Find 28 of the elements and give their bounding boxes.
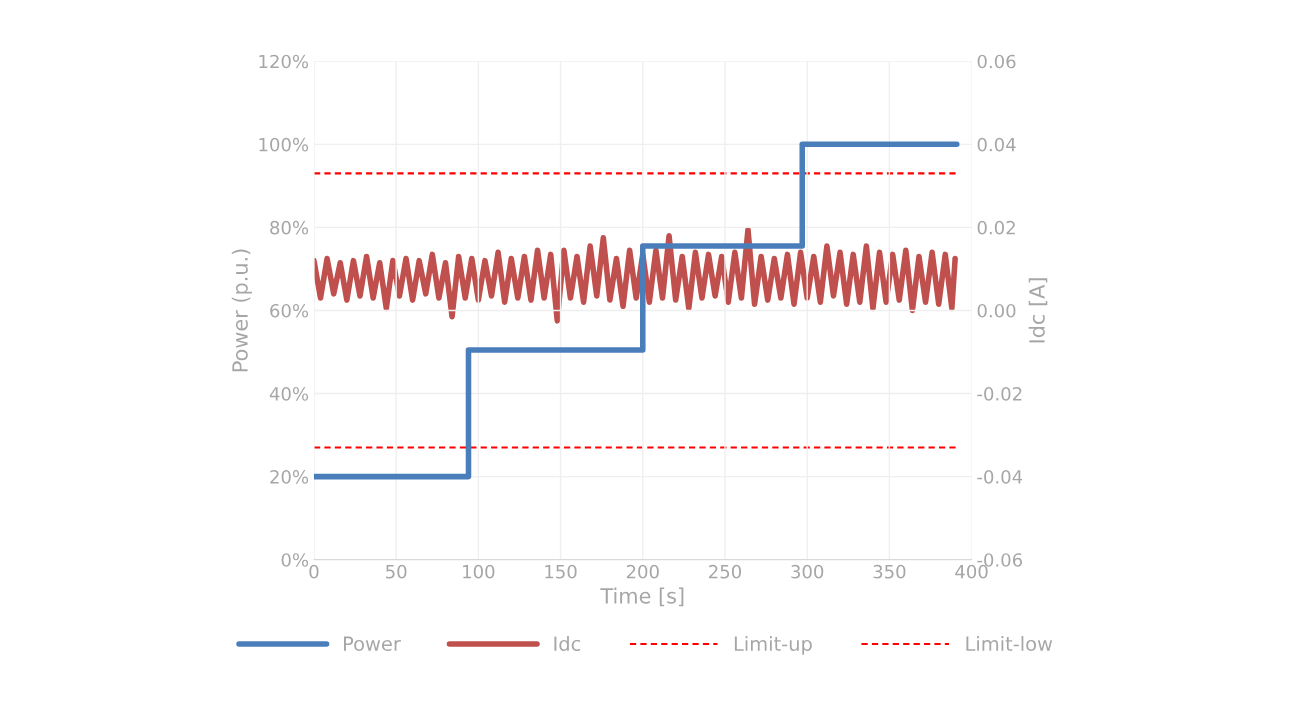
legend-label: Idc xyxy=(554,636,581,652)
x-tick-label: 250 xyxy=(709,564,742,579)
x-axis-title: Time [s] xyxy=(600,587,684,607)
y-axis-title: Power (p.u.) xyxy=(231,249,252,372)
x-tick-label: 100 xyxy=(463,564,495,579)
x-tick-label: 200 xyxy=(626,564,659,579)
y-tick-label: 0% xyxy=(281,553,309,567)
x-tick-label: 350 xyxy=(873,564,906,579)
y-tick-label: 20% xyxy=(270,470,309,484)
y-tick-label: 40% xyxy=(269,387,309,401)
legend-label: Power xyxy=(344,636,401,652)
y2-tick-label: -0.04 xyxy=(977,470,1023,484)
y-tick-label: 80% xyxy=(270,220,309,235)
legend-label: Limit-low xyxy=(966,636,1053,652)
y2-tick-label: 0.02 xyxy=(977,220,1015,235)
x-tick-label: 300 xyxy=(791,564,824,579)
y-tick-label: 60% xyxy=(270,303,309,318)
x-tick-label: 150 xyxy=(545,564,577,579)
x-tick-label: 0 xyxy=(309,564,319,579)
y2-tick-label: -0.02 xyxy=(977,387,1022,401)
legend-label: Limit-up xyxy=(734,636,812,655)
y2-tick-label: 0.04 xyxy=(977,137,1016,152)
x-tick-label: 50 xyxy=(386,564,407,579)
y-tick-label: 120% xyxy=(259,54,309,69)
y-tick-label: 100% xyxy=(259,137,309,152)
y2-axis-title: Idc [A] xyxy=(1028,278,1048,343)
y2-tick-label: 0.06 xyxy=(977,54,1016,69)
y2-tick-label: 0.00 xyxy=(977,303,1016,318)
